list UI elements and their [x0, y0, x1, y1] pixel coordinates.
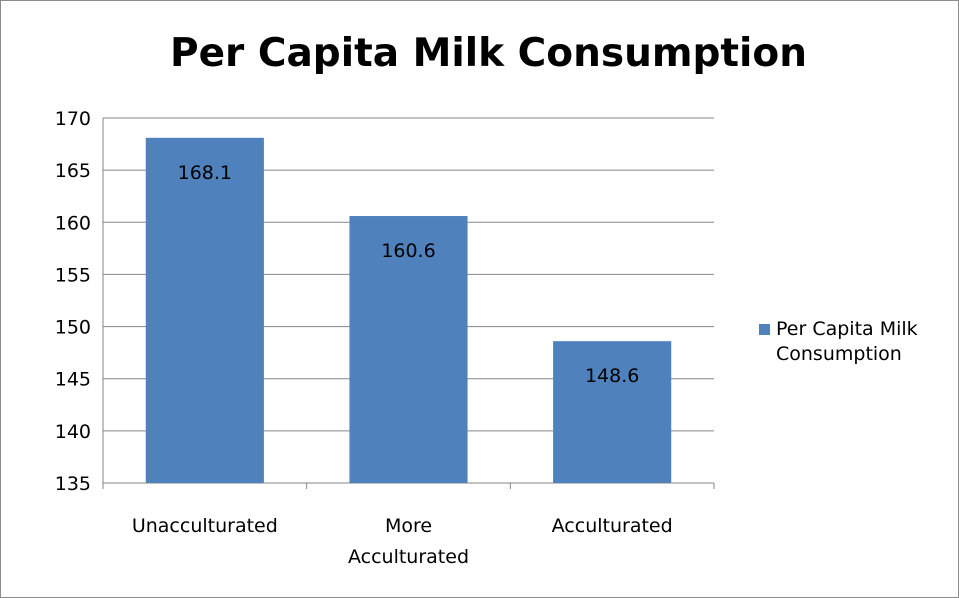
x-tick-label: Unacculturated [132, 515, 278, 537]
data-label: 160.6 [381, 240, 435, 262]
chart-title: Per Capita Milk Consumption [170, 31, 807, 76]
bar [553, 341, 672, 483]
y-tick-label: 145 [55, 369, 91, 391]
y-tick-label: 170 [55, 108, 91, 130]
y-tick-label: 135 [55, 473, 91, 495]
y-tick-label: 150 [55, 317, 91, 339]
data-label: 168.1 [178, 162, 232, 184]
data-label: 148.6 [585, 365, 639, 387]
legend-swatch [759, 324, 770, 335]
legend-label: Per Capita Milk Consumption [776, 318, 918, 365]
y-tick-label: 140 [55, 421, 91, 443]
y-tick-label: 160 [55, 212, 91, 234]
bar [349, 216, 468, 483]
y-tick-label: 155 [55, 264, 91, 286]
x-tick-label: More Acculturated [348, 515, 469, 568]
y-tick-label: 165 [55, 160, 91, 182]
bar [145, 137, 264, 484]
x-tick-label: Acculturated [552, 515, 673, 537]
legend: Per Capita Milk Consumption [759, 317, 956, 367]
